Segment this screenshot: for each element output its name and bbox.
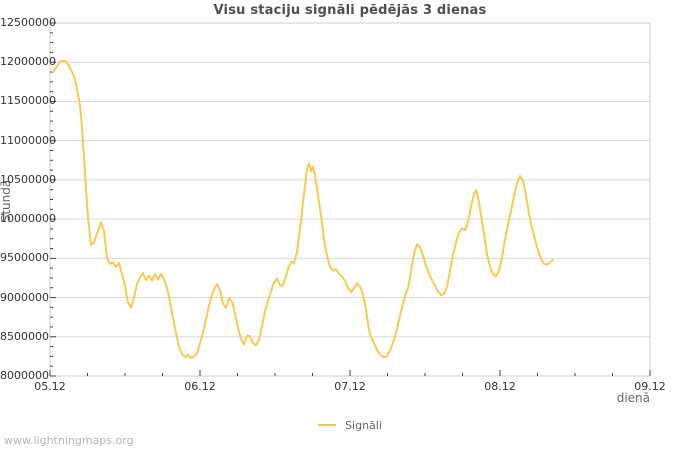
- chart-title: Visu staciju signāli pēdējās 3 dienas: [213, 3, 487, 18]
- y-tick-label: 11000000: [0, 133, 56, 147]
- y-tick-label: 12000000: [0, 55, 56, 69]
- x-axis-title: dienā: [616, 391, 650, 405]
- y-tick-label: 9500000: [0, 251, 49, 265]
- y-tick-label: 12500000: [0, 16, 56, 29]
- x-tick-label: 07.12: [334, 380, 366, 393]
- y-tick-label: 10000000: [0, 212, 56, 226]
- y-tick-label: 9000000: [0, 290, 49, 304]
- watermark-text: www.lightningmaps.org: [4, 434, 134, 447]
- legend-line-swatch: [318, 424, 337, 426]
- y-axis-title: Stundā: [0, 179, 13, 223]
- y-tick-label: 11500000: [0, 94, 56, 108]
- signal-line-series: [52, 59, 554, 359]
- x-tick-label: 06.12: [184, 380, 216, 393]
- x-tick-label: 08.12: [484, 380, 516, 393]
- y-tick-label: 8000000: [0, 369, 49, 382]
- plot-border: [49, 22, 651, 377]
- x-tick-label: 09.12: [634, 380, 666, 393]
- chart-legend: Signāli: [0, 411, 700, 432]
- y-tick-label: 8500000: [0, 329, 49, 343]
- x-tick-label: 05.12: [34, 380, 66, 393]
- legend-label: Signāli: [345, 418, 382, 432]
- y-tick-label: 10500000: [0, 172, 56, 186]
